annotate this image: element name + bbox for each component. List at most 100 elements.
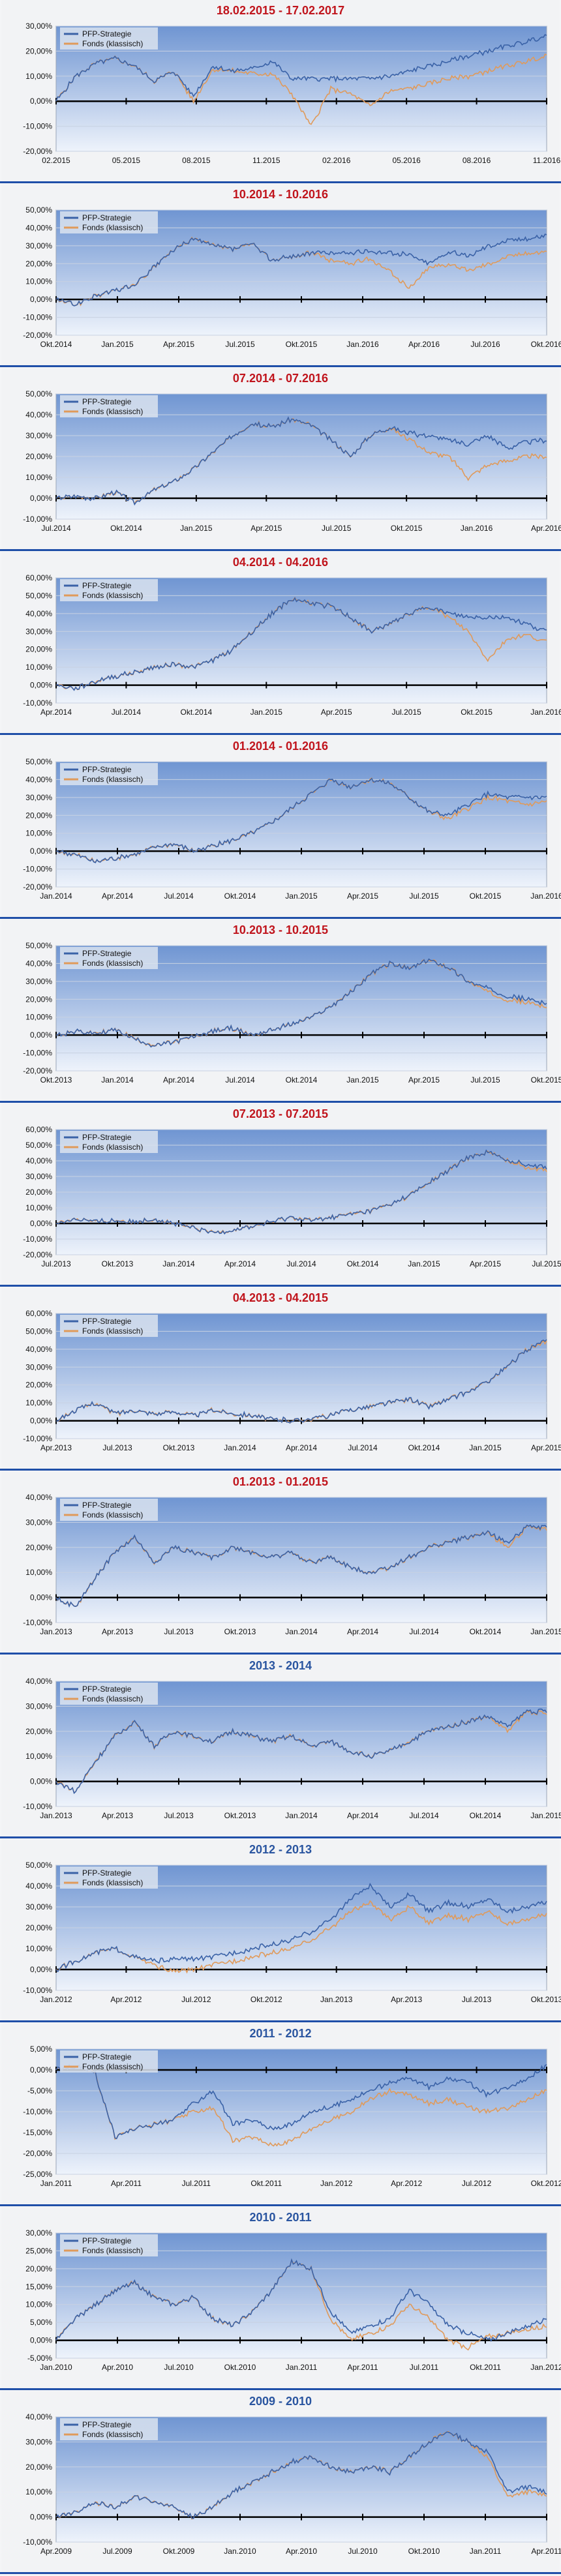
x-tick-label: Okt.2012 [531, 2179, 561, 2188]
y-tick-label: 0,00% [30, 494, 52, 503]
y-tick-label: 10,00% [25, 473, 52, 482]
x-tick-label: Jan.2016 [530, 708, 561, 717]
chart-title: 01.2014 - 01.2016 [232, 740, 329, 753]
panel-divider [0, 1285, 561, 1287]
x-tick-label: Okt.2010 [408, 2547, 440, 2556]
x-tick-label: Jan.2015 [101, 340, 134, 349]
series-line-pfp-strategie [55, 1339, 547, 1424]
x-tick-label: Jan.2013 [320, 1995, 353, 2004]
y-tick-label: 20,00% [25, 811, 52, 820]
x-tick-label: Jul.2011 [410, 2363, 439, 2372]
line-chart: -10,00% 0,00% 10,00% 20,00% 30,00% 40,00% 50,0… [23, 1861, 561, 2004]
series-line-pfp-strategie [55, 233, 547, 307]
legend-label: Fonds (klassisch) [82, 2430, 143, 2439]
series-line-pfp-strategie [55, 1149, 547, 1235]
y-tick-label: -10,00% [23, 1802, 52, 1811]
y-tick-label: 10,00% [25, 72, 52, 81]
x-tick-label: Jul.2014 [348, 1443, 378, 1452]
line-chart: -10,00% 0,00% 10,00% 20,00% 30,00% 40,00% 50,0… [23, 1309, 561, 1452]
y-tick-label: 40,00% [25, 223, 52, 232]
y-tick-label: 5,00% [30, 2044, 52, 2054]
chart-panel: 07.2014 - 07.2016 -10,00% 0,00% 10,00% 20,00… [1, 368, 561, 550]
y-tick-label: 0,00% [30, 2513, 52, 2522]
legend-label: Fonds (klassisch) [82, 1143, 143, 1152]
y-tick-label: 40,00% [25, 2412, 52, 2421]
y-tick-label: 5,00% [30, 2318, 52, 2327]
series-line-pfp-strategie [55, 34, 547, 102]
x-tick-label: Apr.2015 [321, 708, 352, 717]
x-tick-label: Apr.2014 [224, 1259, 256, 1268]
y-tick-label: 0,00% [30, 2336, 52, 2345]
x-tick-label: Jul.2013 [102, 1443, 132, 1452]
y-tick-label: -20,00% [23, 147, 52, 156]
chart-panel: 2012 - 2013 -10,00% 0,00% 10,00% 20,00% 30,00… [1, 1839, 561, 2022]
x-tick-label: Jan.2015 [408, 1259, 440, 1268]
x-tick-label: Jan.2011 [470, 2547, 502, 2556]
y-tick-label: -10,00% [23, 2538, 52, 2547]
series-line-pfp-strategie [55, 2258, 547, 2343]
x-tick-label: Jul.2015 [225, 340, 255, 349]
y-tick-label: 20,00% [25, 645, 52, 654]
x-tick-label: Jan.2015 [469, 1443, 502, 1452]
chart-panel: 2013 - 2014 -10,00% 0,00% 10,00% 20,00% 30,00… [1, 1655, 561, 1838]
y-tick-label: -10,00% [23, 122, 52, 131]
y-tick-label: 20,00% [25, 995, 52, 1004]
x-tick-label: Okt.2014 [286, 1075, 318, 1085]
x-tick-label: Jul.2015 [409, 891, 439, 901]
series-line-pfp-strategie [55, 777, 547, 863]
x-tick-label: Jul.2014 [409, 1811, 439, 1820]
chart-panel: 07.2013 - 07.2015 -20,00% -10,00% 0,00% 10,0… [1, 1103, 561, 1286]
x-tick-label: Apr.2011 [531, 2547, 561, 2556]
chart-title: 2009 - 2010 [249, 2395, 312, 2408]
x-tick-label: Okt.2012 [250, 1995, 282, 2004]
legend-label: Fonds (klassisch) [82, 591, 143, 600]
x-tick-label: Okt.2009 [163, 2547, 195, 2556]
chart-title: 18.02.2015 - 17.02.2017 [216, 4, 345, 17]
y-tick-label: 40,00% [25, 1345, 52, 1354]
chart-panel: 01.2014 - 01.2016 -20,00% -10,00% 0,00% 10,0… [1, 736, 561, 918]
y-tick-label: 30,00% [25, 1362, 52, 1371]
y-tick-label: 40,00% [25, 1156, 52, 1165]
x-tick-label: Jan.2015 [180, 524, 213, 533]
line-chart: -10,00% 0,00% 10,00% 20,00% 30,00% 40,00% Jan.… [23, 1493, 561, 1636]
y-tick-label: 60,00% [25, 1309, 52, 1318]
legend-label: Fonds (klassisch) [82, 39, 143, 48]
y-tick-label: 0,00% [30, 2065, 52, 2074]
x-tick-label: Okt.2014 [470, 1811, 502, 1820]
legend-label: PFP-Strategie [82, 1133, 132, 1142]
line-chart: -20,00% -10,00% 0,00% 10,00% 20,00% 30,00% 40,… [23, 757, 561, 901]
panel-divider [0, 917, 561, 919]
x-tick-label: Jan.2014 [40, 891, 72, 901]
chart-panel: 04.2014 - 04.2016 -10,00% 0,00% 10,00% 20,00… [1, 552, 561, 734]
x-tick-label: Jan.2016 [346, 340, 379, 349]
legend-label: PFP-Strategie [82, 949, 132, 958]
x-tick-label: Okt.2015 [461, 708, 493, 717]
legend-label: PFP-Strategie [82, 1868, 132, 1878]
y-tick-label: -20,00% [23, 1250, 52, 1259]
chart-title: 2013 - 2014 [249, 1659, 312, 1672]
x-tick-label: Apr.2014 [163, 1075, 194, 1085]
y-tick-label: 50,00% [25, 757, 52, 766]
x-tick-label: Apr.2015 [470, 1259, 501, 1268]
y-tick-label: -10,00% [23, 1235, 52, 1244]
x-tick-label: Okt.2014 [224, 891, 256, 901]
x-tick-label: Apr.2012 [391, 2179, 422, 2188]
y-tick-label: 20,00% [25, 2463, 52, 2472]
x-tick-label: Jan.2013 [40, 1811, 72, 1820]
x-tick-label: Jan.2014 [285, 1627, 318, 1636]
x-tick-label: Okt.2010 [224, 2363, 256, 2372]
y-tick-label: 0,00% [30, 1593, 52, 1602]
x-tick-label: Jan.2014 [101, 1075, 134, 1085]
x-tick-label: Apr.2013 [102, 1811, 133, 1820]
y-tick-label: -10,00% [23, 2107, 52, 2116]
panel-divider [0, 549, 561, 551]
x-tick-label: Jul.2013 [462, 1995, 492, 2004]
y-tick-label: 50,00% [25, 941, 52, 950]
y-tick-label: 20,00% [25, 46, 52, 55]
chart-panel: 2009 - 2010 -10,00% 0,00% 10,00% 20,00% 30,00… [1, 2391, 561, 2573]
